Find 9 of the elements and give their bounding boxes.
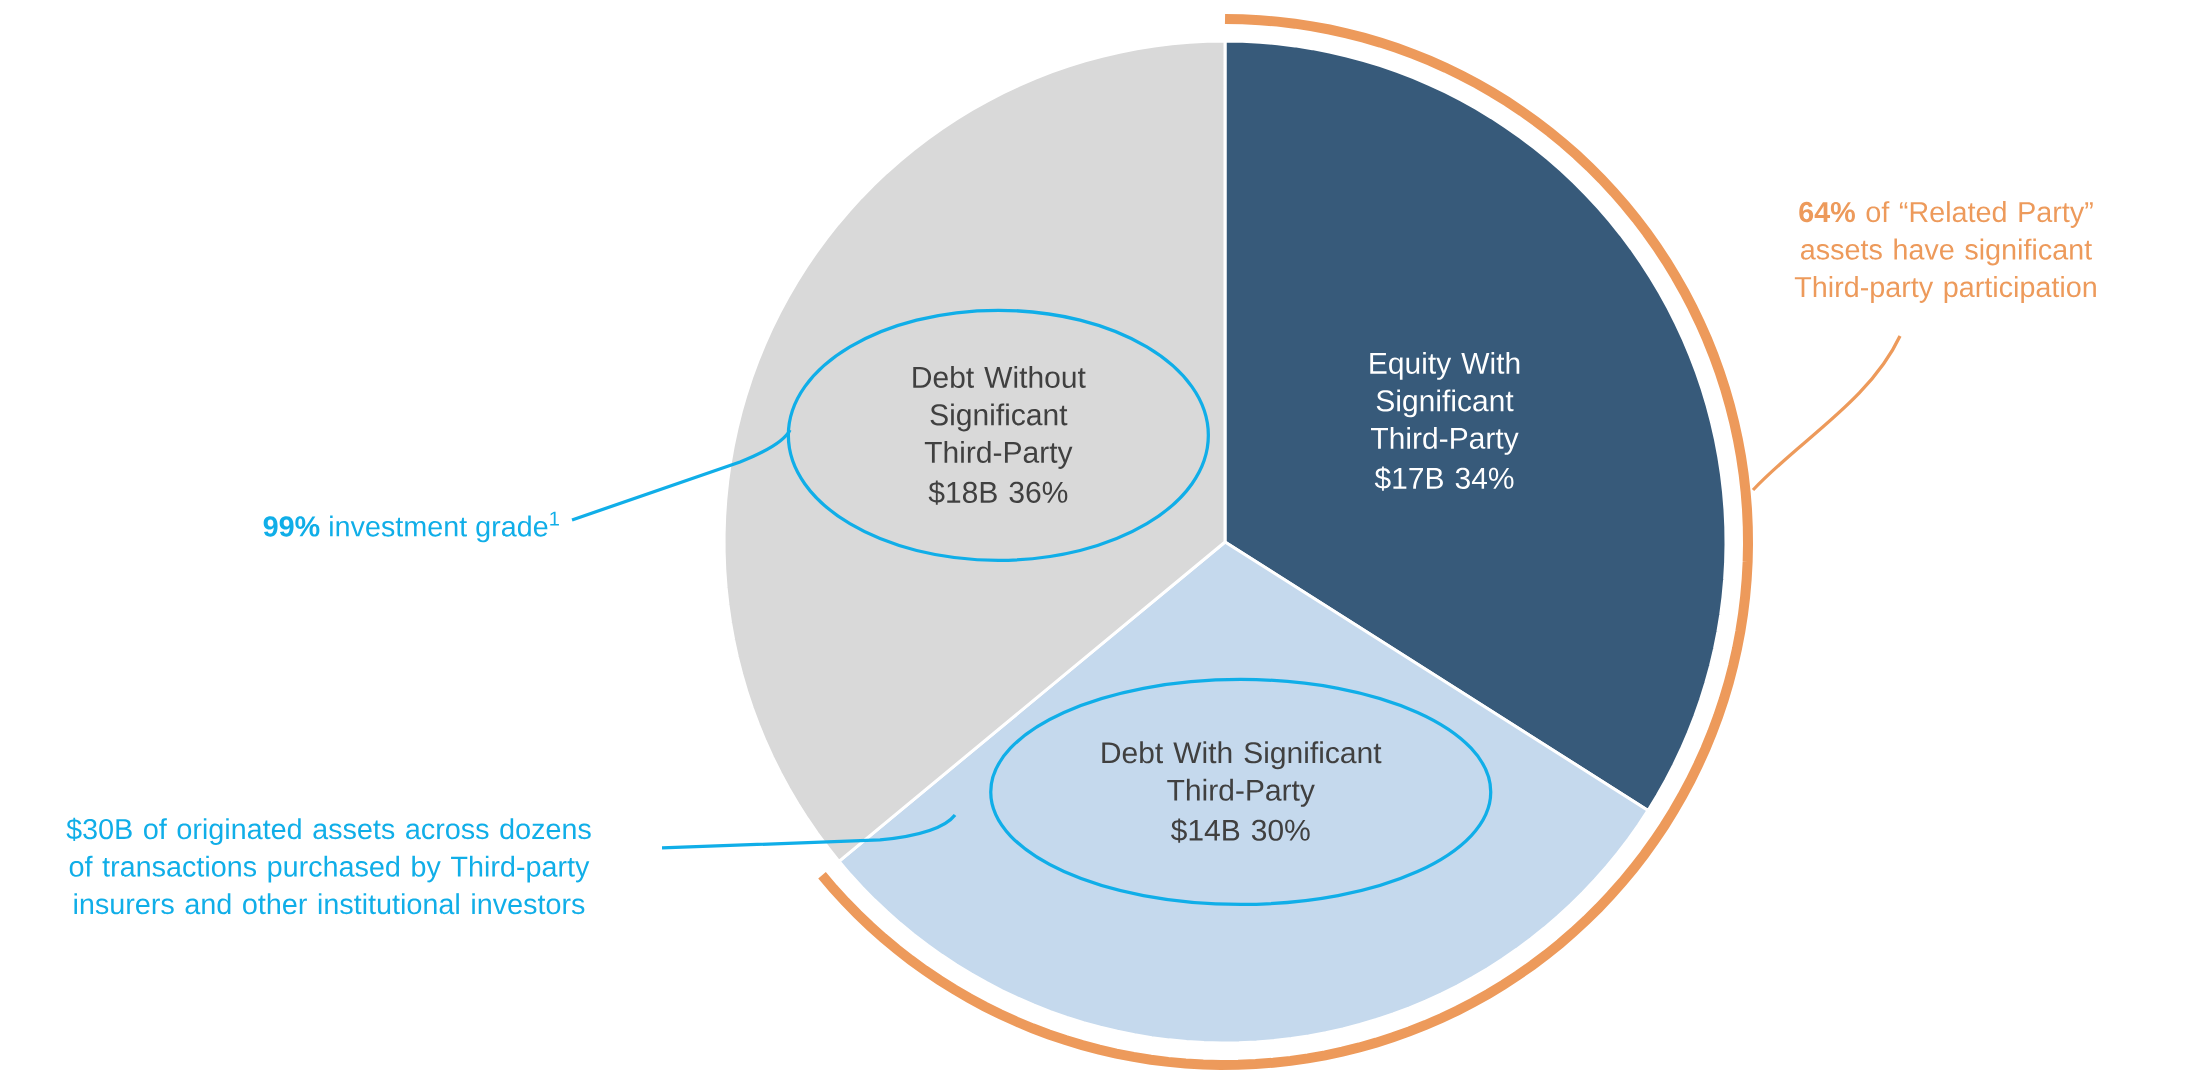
data-label: $17B 34% [1374,466,1514,491]
text: $30B of originated assets across dozens of transactions purchased by Third-party insurers and other institutional investors [66,817,591,915]
data-label: $18B 36% [928,480,1068,505]
slice-label: Debt With Significant Third-Party [1102,741,1382,807]
slice-label: Debt Without Significant Third-Party [913,365,1086,469]
text: 64% of “Related Party” assets have significant Third-party participation [1794,201,2096,303]
slice-label: Equity With Significant Third-Party [1370,351,1520,455]
text: 99% investment grade$^{1}$ [263,511,559,543]
data-label: $14B 30% [1171,818,1310,843]
